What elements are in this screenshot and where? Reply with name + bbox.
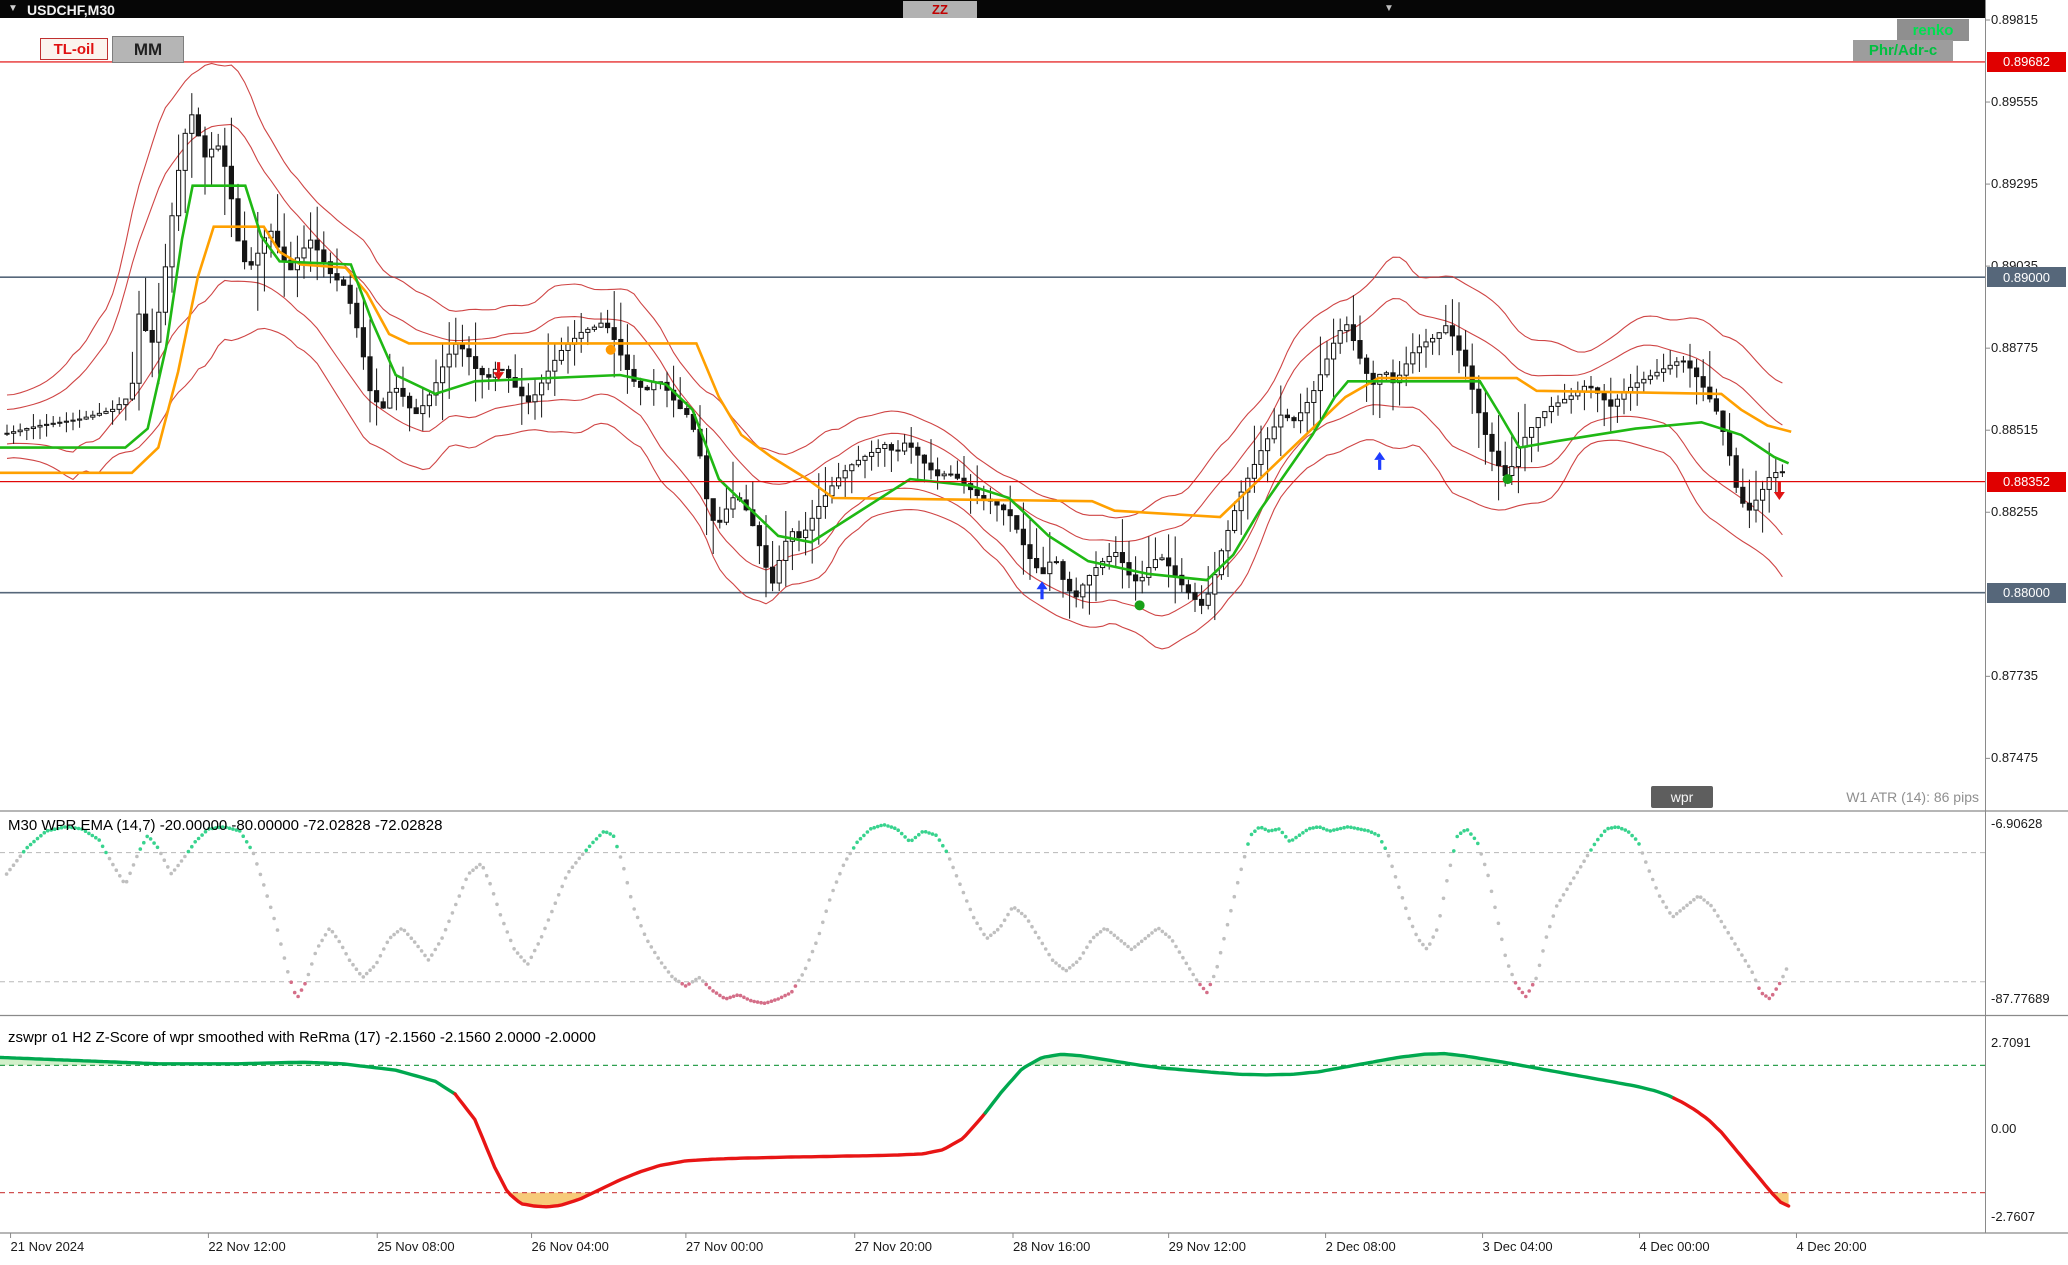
- chart-shift-icon[interactable]: ▼: [1384, 3, 1394, 14]
- main-panel-plot: [0, 61, 1985, 650]
- ma-fast-green: [0, 184, 1790, 582]
- signal-dot-orange: [605, 344, 616, 355]
- wpr-button[interactable]: wpr: [1651, 786, 1713, 808]
- buy-arrow-icon: [1378, 459, 1382, 470]
- zscore-panel-plot: [0, 1051, 1985, 1209]
- wpr-panel-plot: [0, 823, 1985, 1005]
- symbol-timeframe-label: USDCHF,M30: [27, 2, 115, 18]
- zz-indicator-button[interactable]: ZZ: [903, 1, 977, 18]
- mm-button[interactable]: MM: [112, 36, 184, 63]
- signal-dot-green: [1502, 474, 1513, 485]
- buy-arrow-icon: [1040, 589, 1044, 600]
- phr-adr-button[interactable]: Phr/Adr-c: [1853, 40, 1953, 61]
- signal-dot-green: [1134, 600, 1145, 611]
- atr-note: W1 ATR (14): 86 pips: [1846, 789, 1979, 805]
- ma-slow-orange: [0, 225, 1792, 519]
- axes: [0, 0, 2068, 1238]
- zscore-indicator-label: zswpr o1 H2 Z-Score of wpr smoothed with…: [8, 1029, 596, 1046]
- sell-arrow-icon: [1777, 482, 1781, 493]
- wpr-indicator-label: M30 WPR EMA (14,7) -20.00000 -80.00000 -…: [8, 817, 443, 834]
- renko-button[interactable]: renko: [1897, 19, 1969, 41]
- chart-topbar: [0, 0, 1985, 18]
- symbol-dropdown-icon[interactable]: ▼: [8, 3, 18, 14]
- sell-arrow-icon: [496, 362, 501, 373]
- tl-oil-button[interactable]: TL-oil: [40, 38, 108, 60]
